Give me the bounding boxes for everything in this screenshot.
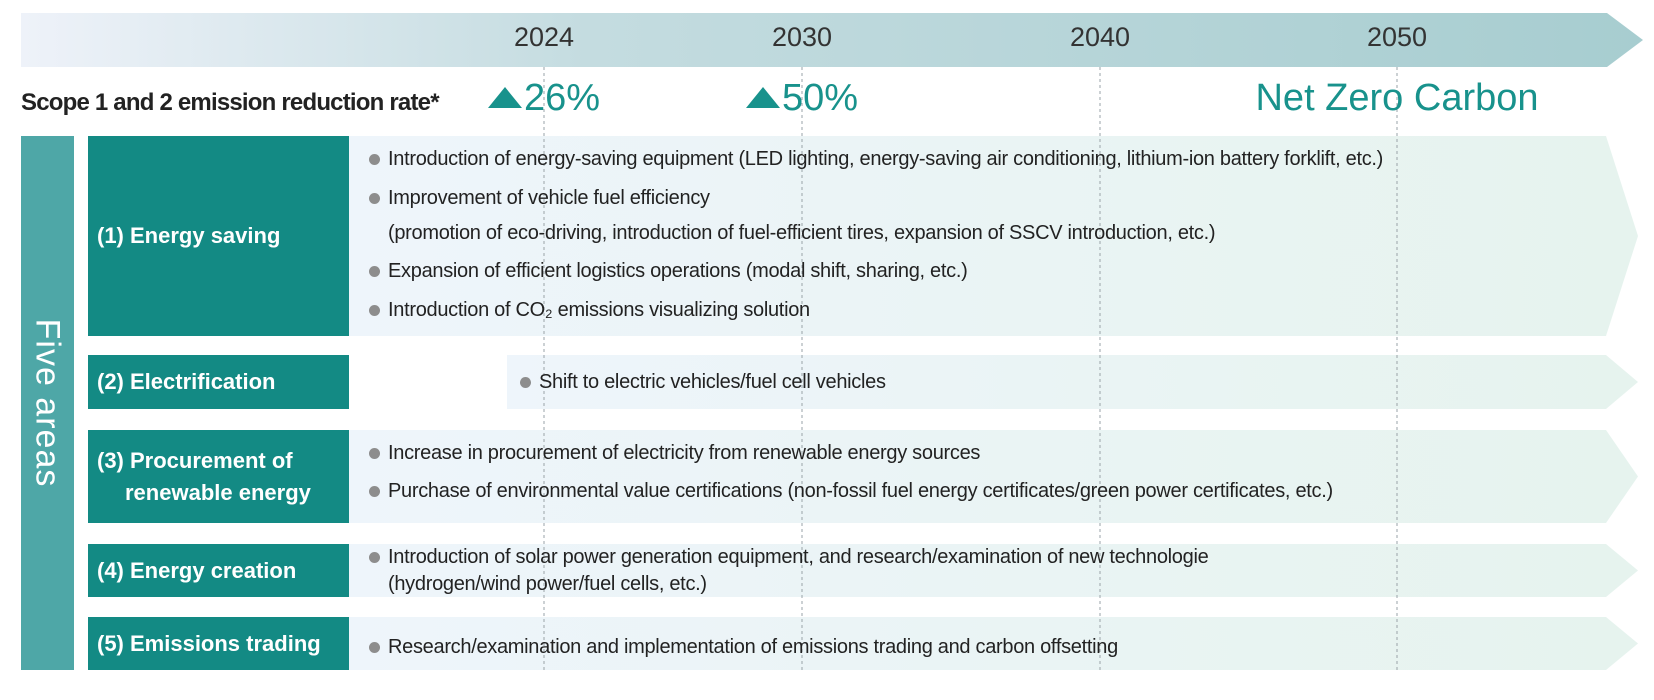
area-item: Shift to electric vehicles/fuel cell veh… — [539, 371, 886, 393]
timeline-arrow — [21, 13, 1643, 67]
area-label: (1) Energy saving — [88, 136, 349, 336]
row-arrow — [349, 136, 1638, 336]
area-label: (5) Emissions trading — [88, 617, 349, 670]
bullet — [369, 448, 380, 459]
area-label: (2) Electrification — [88, 355, 349, 409]
area-item: Purchase of environmental value certific… — [388, 480, 1333, 502]
targets-label: Scope 1 and 2 emission reduction rate* — [21, 89, 440, 116]
area-label-line: (4) Energy creation — [97, 557, 297, 583]
area-item: Increase in procurement of electricity f… — [388, 442, 981, 464]
area-item: (promotion of eco-driving, introduction … — [388, 222, 1216, 244]
area-item: Introduction of energy-saving equipment … — [388, 148, 1384, 170]
target-triangle — [488, 87, 522, 108]
bullet — [369, 305, 380, 316]
year-label: 2024 — [513, 22, 575, 52]
area-label-line: (3) Procurement of — [97, 447, 293, 473]
area-item: (hydrogen/wind power/fuel cells, etc.) — [388, 573, 707, 595]
bullet — [369, 154, 380, 165]
area-label-line: (5) Emissions trading — [97, 630, 321, 656]
area-label-line: renewable energy — [125, 479, 311, 505]
target-value: 26% — [524, 77, 601, 119]
area-item: Expansion of efficient logistics operati… — [388, 260, 968, 282]
areas-bar — [21, 136, 74, 670]
row-arrow — [349, 544, 1638, 597]
bullet — [369, 193, 380, 204]
year-label: 2030 — [771, 22, 833, 52]
areas-title: Five areas — [28, 318, 67, 488]
row-arrow — [507, 355, 1638, 409]
target-triangle — [746, 87, 780, 108]
area-item: Research/examination and implementation … — [388, 636, 1118, 658]
row-arrow — [349, 617, 1638, 670]
area-label-line: (2) Electrification — [97, 369, 276, 394]
area-label-line: (1) Energy saving — [97, 223, 281, 248]
area-item: Introduction of solar power generation e… — [388, 546, 1209, 568]
bullet — [369, 486, 380, 497]
bullet — [520, 377, 531, 388]
area-label: (3) Procurement of renewable energy — [88, 430, 349, 523]
bullet — [369, 266, 380, 277]
bullet — [369, 642, 380, 653]
area-item: Introduction of CO₂ emissions visualizin… — [388, 299, 810, 321]
year-label: 2050 — [1366, 22, 1428, 52]
area-label: (4) Energy creation — [88, 544, 349, 597]
row-arrow — [349, 430, 1638, 523]
target-value: 50% — [782, 77, 859, 119]
area-item: Improvement of vehicle fuel efficiency — [388, 187, 710, 209]
target-goal: Net Zero Carbon — [1255, 77, 1539, 119]
year-label: 2040 — [1069, 22, 1131, 52]
bullet — [369, 552, 380, 563]
